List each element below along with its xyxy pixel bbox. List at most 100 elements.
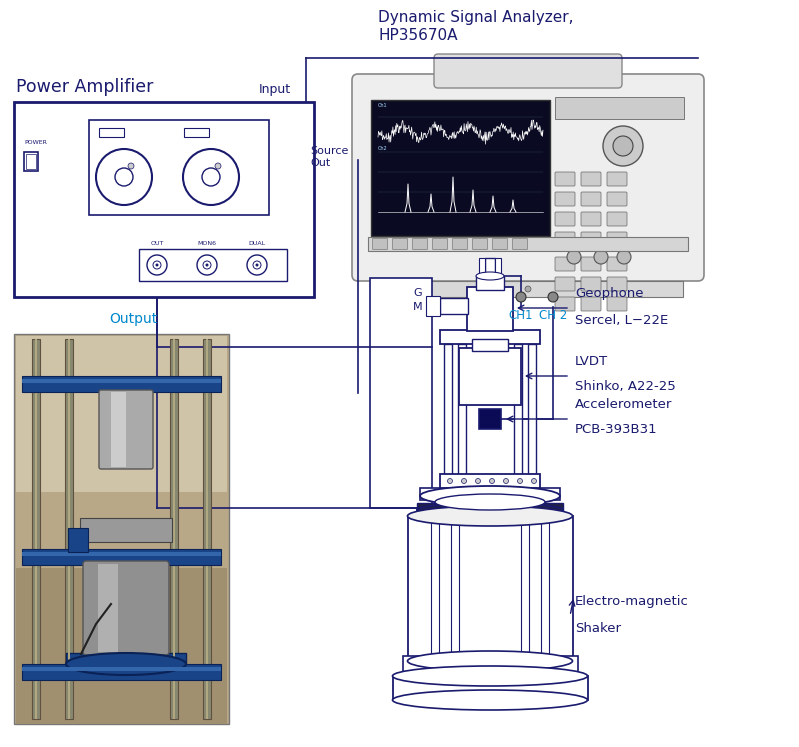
FancyBboxPatch shape [485, 258, 495, 278]
Circle shape [603, 126, 643, 166]
FancyBboxPatch shape [203, 339, 211, 719]
FancyBboxPatch shape [458, 344, 466, 474]
FancyBboxPatch shape [32, 339, 40, 719]
Circle shape [153, 261, 161, 269]
FancyBboxPatch shape [373, 281, 683, 297]
FancyBboxPatch shape [35, 339, 37, 719]
FancyBboxPatch shape [22, 664, 221, 680]
FancyBboxPatch shape [184, 128, 209, 137]
Circle shape [503, 479, 508, 483]
FancyBboxPatch shape [541, 516, 549, 661]
FancyBboxPatch shape [555, 232, 575, 246]
FancyBboxPatch shape [555, 277, 575, 291]
FancyBboxPatch shape [139, 249, 287, 281]
Ellipse shape [407, 506, 573, 526]
FancyBboxPatch shape [581, 297, 601, 311]
FancyBboxPatch shape [206, 339, 208, 719]
FancyBboxPatch shape [83, 561, 169, 655]
FancyBboxPatch shape [22, 379, 221, 383]
Circle shape [215, 163, 221, 169]
FancyBboxPatch shape [68, 339, 70, 719]
FancyBboxPatch shape [440, 298, 468, 314]
FancyBboxPatch shape [432, 238, 447, 249]
FancyBboxPatch shape [607, 257, 627, 271]
Circle shape [447, 479, 452, 483]
Text: Shaker: Shaker [575, 622, 621, 635]
FancyBboxPatch shape [444, 344, 452, 474]
FancyBboxPatch shape [479, 409, 501, 429]
Text: CH1: CH1 [509, 309, 533, 322]
FancyBboxPatch shape [426, 296, 440, 316]
FancyBboxPatch shape [521, 516, 529, 661]
FancyBboxPatch shape [417, 503, 563, 515]
Text: M: M [413, 302, 423, 312]
Text: Power Amplifier: Power Amplifier [16, 78, 153, 96]
Text: G: G [413, 288, 422, 298]
FancyBboxPatch shape [440, 330, 540, 344]
FancyBboxPatch shape [392, 238, 407, 249]
FancyBboxPatch shape [403, 656, 578, 672]
FancyBboxPatch shape [22, 552, 221, 556]
Text: Ch1: Ch1 [378, 103, 388, 108]
Circle shape [256, 264, 259, 267]
Circle shape [147, 255, 167, 275]
Circle shape [156, 264, 158, 267]
FancyBboxPatch shape [99, 128, 124, 137]
FancyBboxPatch shape [472, 339, 508, 351]
Text: Accelerometer: Accelerometer [575, 398, 673, 411]
FancyBboxPatch shape [65, 339, 73, 719]
FancyBboxPatch shape [16, 568, 227, 724]
Ellipse shape [435, 494, 545, 510]
FancyBboxPatch shape [66, 653, 186, 667]
FancyBboxPatch shape [98, 564, 118, 652]
FancyBboxPatch shape [368, 237, 688, 251]
Circle shape [247, 255, 267, 275]
Circle shape [516, 292, 526, 302]
Text: DUAL: DUAL [248, 241, 265, 246]
FancyBboxPatch shape [370, 278, 432, 508]
Text: Output: Output [109, 312, 157, 326]
Ellipse shape [407, 651, 573, 671]
Circle shape [613, 136, 633, 156]
FancyBboxPatch shape [492, 238, 507, 249]
FancyBboxPatch shape [452, 238, 467, 249]
Circle shape [253, 261, 261, 269]
FancyBboxPatch shape [68, 528, 88, 552]
FancyBboxPatch shape [479, 258, 485, 276]
FancyBboxPatch shape [581, 212, 601, 226]
Ellipse shape [476, 272, 504, 280]
FancyBboxPatch shape [512, 238, 527, 249]
Circle shape [518, 479, 523, 483]
FancyBboxPatch shape [581, 192, 601, 206]
FancyBboxPatch shape [555, 257, 575, 271]
FancyBboxPatch shape [22, 667, 221, 671]
Circle shape [197, 255, 217, 275]
Circle shape [183, 149, 239, 205]
Circle shape [594, 250, 608, 264]
FancyBboxPatch shape [372, 238, 388, 249]
FancyBboxPatch shape [14, 102, 314, 297]
Circle shape [202, 168, 220, 186]
FancyBboxPatch shape [420, 488, 560, 500]
FancyBboxPatch shape [607, 212, 627, 226]
FancyBboxPatch shape [555, 192, 575, 206]
FancyBboxPatch shape [408, 516, 573, 661]
FancyBboxPatch shape [16, 336, 227, 492]
Circle shape [96, 149, 152, 205]
Circle shape [205, 264, 209, 267]
Text: MON6: MON6 [197, 241, 217, 246]
FancyBboxPatch shape [476, 276, 504, 290]
Circle shape [548, 292, 558, 302]
FancyBboxPatch shape [24, 152, 38, 171]
Circle shape [203, 261, 211, 269]
FancyBboxPatch shape [555, 172, 575, 186]
FancyBboxPatch shape [607, 192, 627, 206]
Text: Shinko, A22-25: Shinko, A22-25 [575, 380, 676, 393]
FancyBboxPatch shape [581, 277, 601, 291]
FancyBboxPatch shape [555, 297, 575, 311]
FancyBboxPatch shape [581, 257, 601, 271]
Ellipse shape [66, 653, 186, 675]
FancyBboxPatch shape [99, 390, 153, 469]
FancyBboxPatch shape [555, 97, 684, 119]
Circle shape [128, 163, 134, 169]
